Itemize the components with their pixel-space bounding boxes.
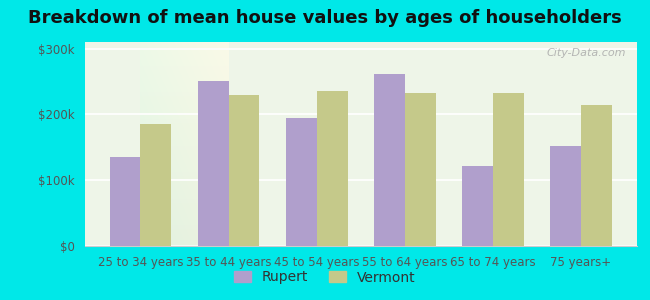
Text: City-Data.com: City-Data.com bbox=[547, 48, 626, 58]
Bar bbox=[493, 93, 524, 246]
Bar bbox=[286, 118, 317, 246]
Text: Breakdown of mean house values by ages of householders: Breakdown of mean house values by ages o… bbox=[28, 9, 622, 27]
Bar bbox=[229, 94, 259, 246]
Bar bbox=[374, 74, 405, 246]
Bar bbox=[317, 92, 348, 246]
Bar bbox=[550, 146, 581, 246]
Bar bbox=[110, 157, 140, 246]
Bar bbox=[198, 82, 229, 246]
Bar bbox=[405, 93, 436, 246]
Bar bbox=[581, 104, 612, 246]
Bar bbox=[462, 166, 493, 246]
Bar bbox=[140, 124, 172, 246]
Legend: Rupert, Vermont: Rupert, Vermont bbox=[229, 265, 421, 290]
